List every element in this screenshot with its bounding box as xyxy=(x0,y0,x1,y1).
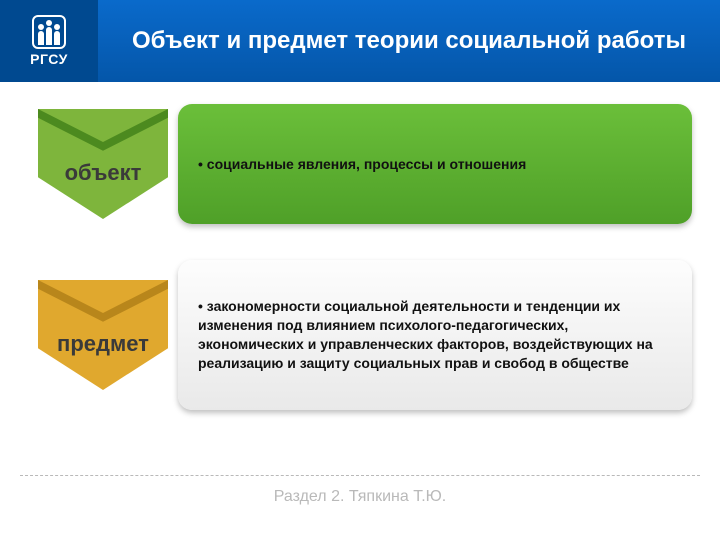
badge-object: объект xyxy=(28,104,178,224)
logo-box: РГСУ xyxy=(0,0,98,82)
content-area: объект • социальные явления, процессы и … xyxy=(0,82,720,410)
chevron-down-icon: объект xyxy=(38,109,168,219)
desc-subject-text: • закономерности социальной деятельности… xyxy=(198,297,672,373)
page-title: Объект и предмет теории социальной работ… xyxy=(98,0,720,82)
desc-object: • социальные явления, процессы и отношен… xyxy=(178,104,692,224)
row-object: объект • социальные явления, процессы и … xyxy=(28,104,692,224)
header: РГСУ Объект и предмет теории социальной … xyxy=(0,0,720,82)
logo-icon xyxy=(32,15,66,49)
badge-object-label: объект xyxy=(65,160,142,186)
footer-text: Раздел 2. Тяпкина Т.Ю. xyxy=(0,488,720,506)
badge-subject: предмет xyxy=(28,260,178,410)
chevron-down-icon: предмет xyxy=(38,280,168,390)
row-subject: предмет • закономерности социальной деят… xyxy=(28,260,692,410)
desc-object-text: • социальные явления, процессы и отношен… xyxy=(198,155,526,174)
badge-subject-label: предмет xyxy=(57,331,149,357)
divider-line xyxy=(20,475,700,476)
desc-subject: • закономерности социальной деятельности… xyxy=(178,260,692,410)
logo-label: РГСУ xyxy=(30,51,68,67)
